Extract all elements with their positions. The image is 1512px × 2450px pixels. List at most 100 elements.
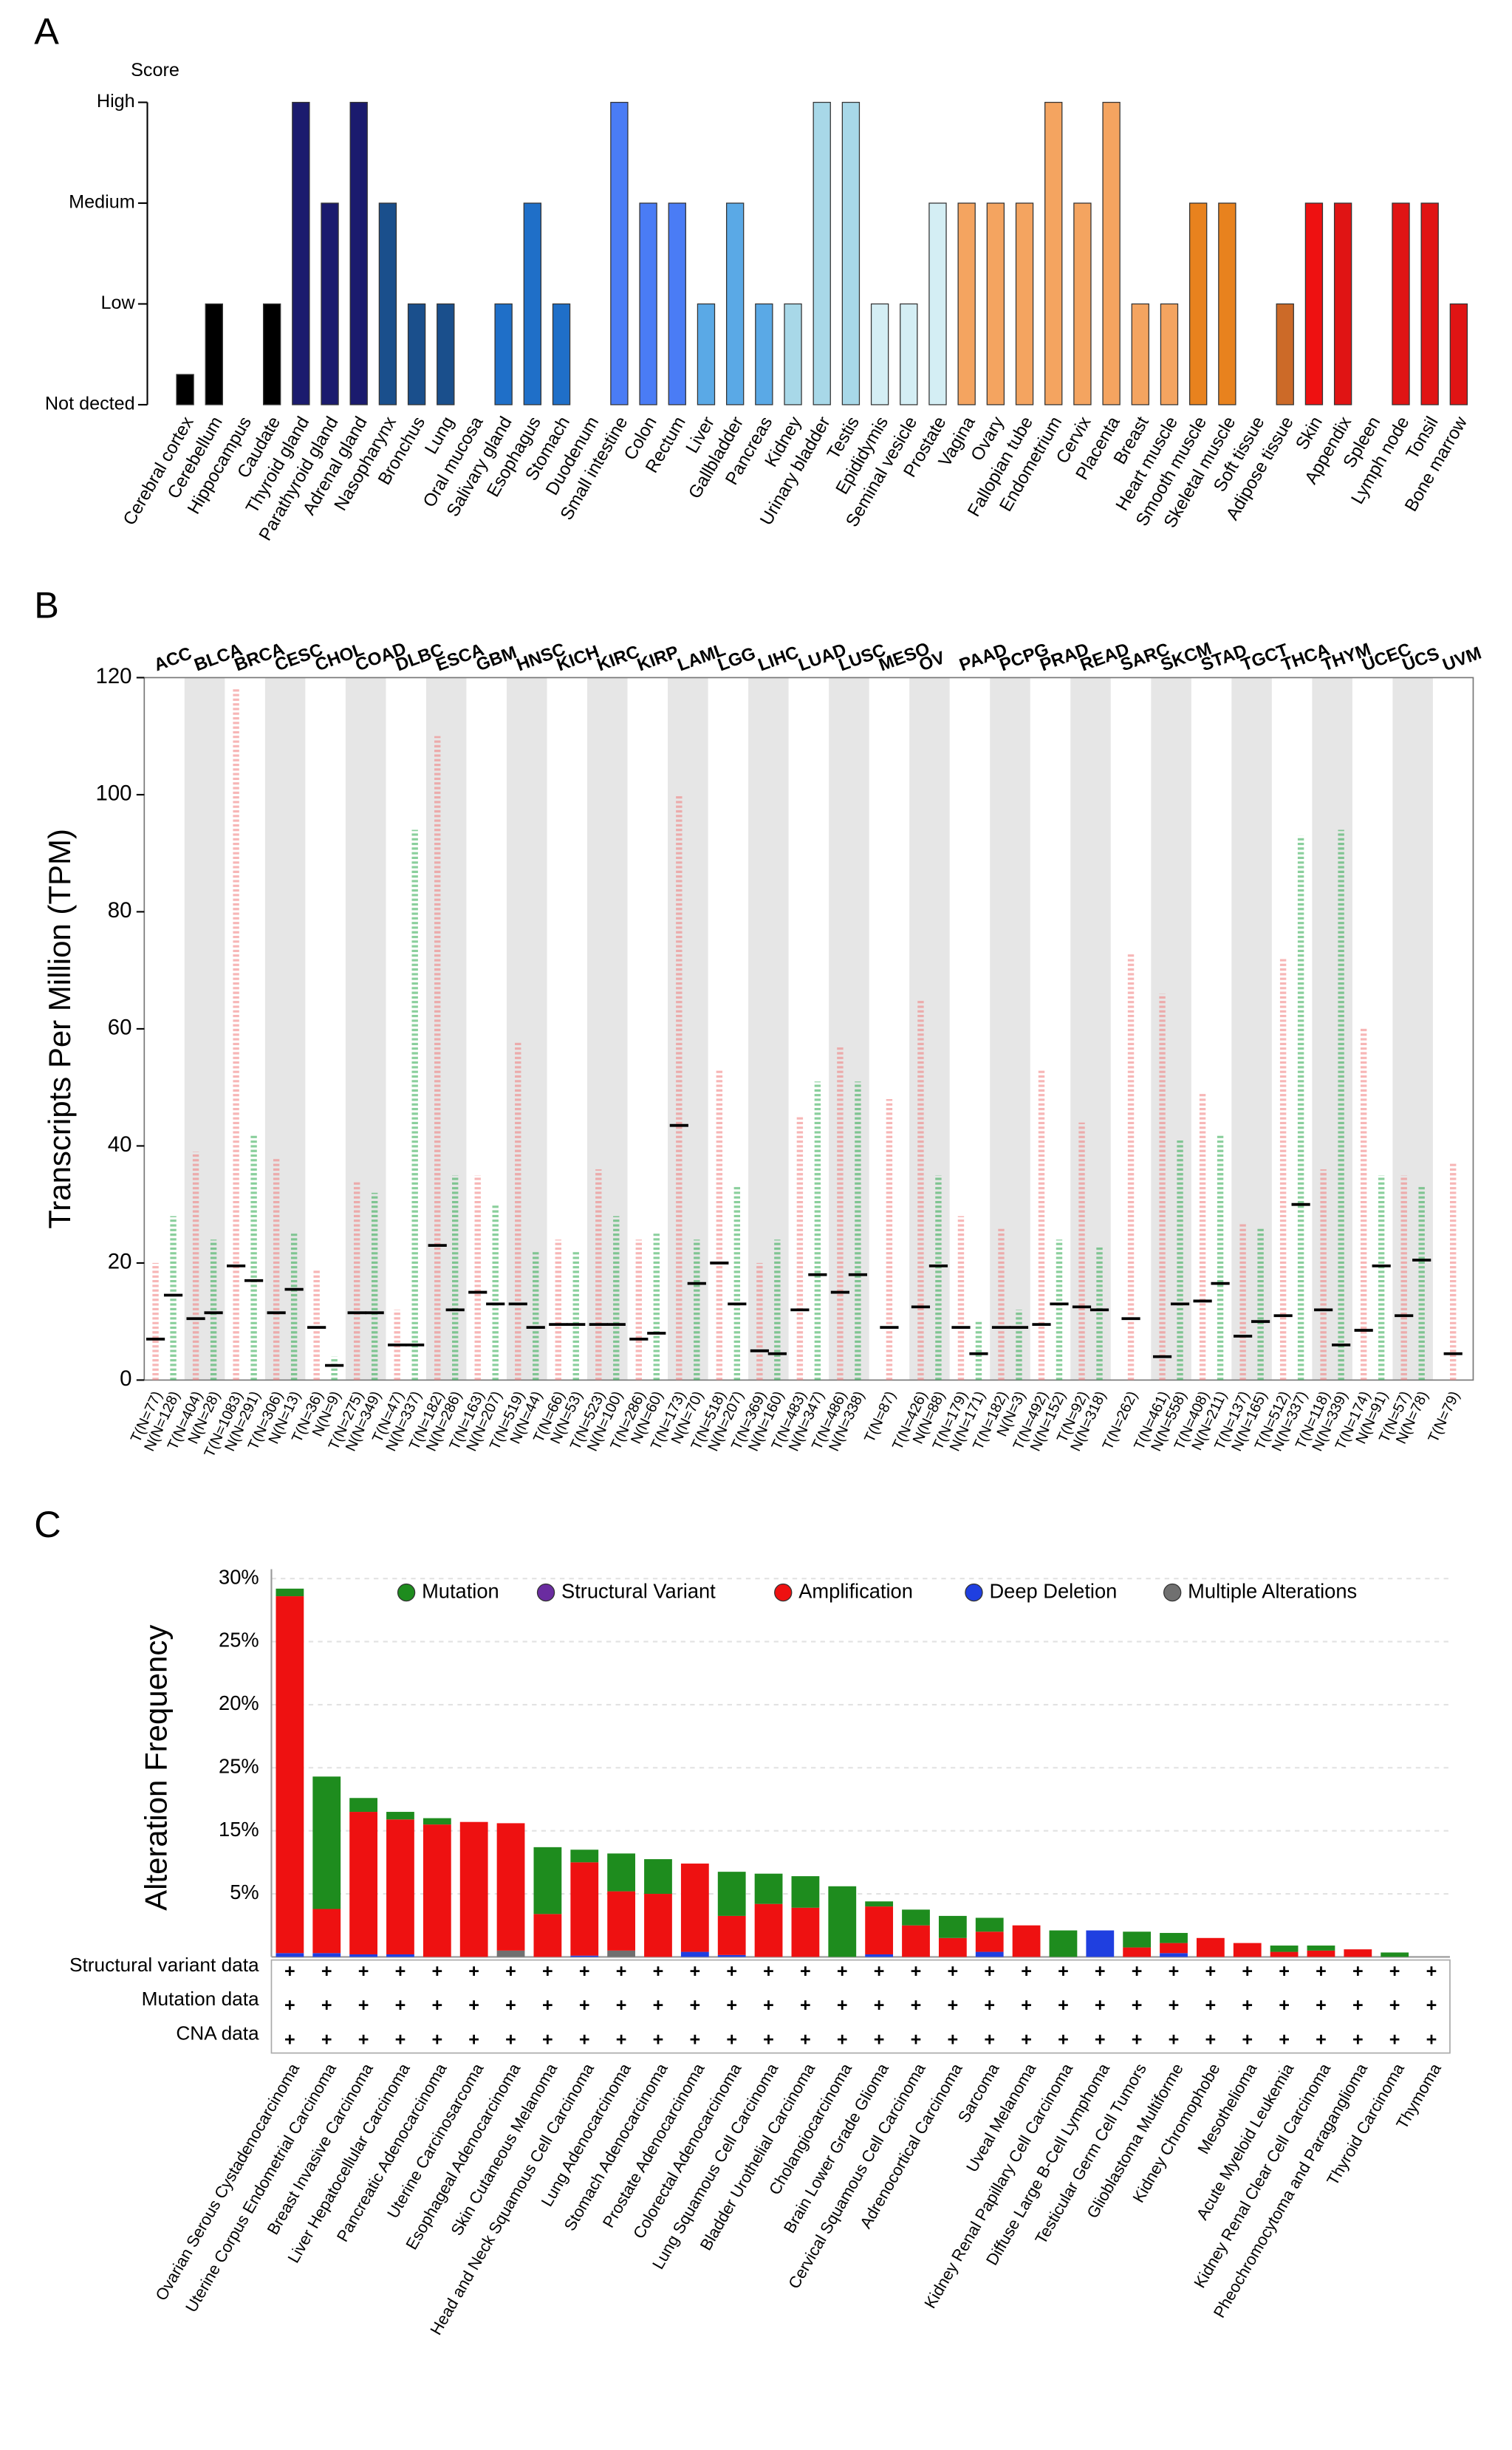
bar-segment xyxy=(607,1891,636,1951)
profile-mark: + xyxy=(284,1961,295,1982)
bar-segment xyxy=(386,1819,414,1954)
profile-mark: + xyxy=(911,1961,922,1982)
profile-mark: + xyxy=(726,1995,737,2016)
profile-mark: + xyxy=(395,1961,406,1982)
profile-mark: + xyxy=(1169,2029,1180,2050)
legend-swatch xyxy=(536,1583,555,1602)
band-shade xyxy=(184,677,225,1380)
y-tick-label: 0 xyxy=(120,1366,131,1391)
bar xyxy=(610,101,629,406)
bar-segment xyxy=(865,1954,894,1957)
profile-mark: + xyxy=(874,2029,885,2050)
y-tick-label: 20 xyxy=(108,1250,132,1274)
bar xyxy=(1449,303,1468,406)
bar-segment xyxy=(570,1955,599,1957)
bar-segment xyxy=(791,1907,820,1957)
band-shade xyxy=(990,677,1030,1380)
bar xyxy=(928,202,947,406)
profile-mark: + xyxy=(1095,2029,1106,2050)
profile-mark: + xyxy=(947,2029,958,2050)
bar-segment xyxy=(717,1872,746,1916)
bar-segment xyxy=(644,1859,672,1895)
bar-segment xyxy=(1233,1943,1262,1957)
profile-mark: + xyxy=(579,2029,590,2050)
bar xyxy=(755,303,773,406)
profile-mark: + xyxy=(505,1995,516,2016)
bar-segment xyxy=(644,1894,672,1957)
bar-segment xyxy=(1012,1925,1041,1957)
profile-mark: + xyxy=(431,2029,442,2050)
profile-mark: + xyxy=(468,1961,479,1982)
profile-mark: + xyxy=(800,1961,811,1982)
y-tick-label: 60 xyxy=(108,1016,132,1040)
profile-mark: + xyxy=(837,1995,848,2016)
panel-letter: C xyxy=(34,1503,61,1545)
bar xyxy=(784,303,802,406)
band-shade xyxy=(425,677,467,1380)
group-label: UVM xyxy=(1440,643,1485,676)
bar xyxy=(841,101,861,406)
bar xyxy=(1276,303,1294,406)
bar-segment xyxy=(1381,1952,1409,1957)
profile-mark: + xyxy=(1021,1995,1032,2016)
bar-segment xyxy=(276,1596,304,1954)
bar xyxy=(262,303,281,406)
bar xyxy=(349,101,368,406)
bar xyxy=(957,202,976,406)
bar xyxy=(378,202,397,406)
profile-mark: + xyxy=(947,1995,958,2016)
y-tick-label: 20% xyxy=(219,1691,259,1714)
y-tick-label: 40 xyxy=(108,1132,132,1157)
profile-mark: + xyxy=(1316,2029,1327,2050)
profile-mark: + xyxy=(358,1961,369,1982)
y-tick-label: 25% xyxy=(219,1754,259,1777)
band-shade xyxy=(1231,677,1272,1380)
bar-segment xyxy=(607,1950,636,1957)
profile-mark: + xyxy=(1426,1961,1437,1982)
profile-mark: + xyxy=(579,1961,590,1982)
bar-segment xyxy=(902,1925,930,1957)
bar-segment xyxy=(570,1862,599,1956)
profile-mark: + xyxy=(1242,2029,1253,2050)
bar xyxy=(552,303,571,406)
profile-mark: + xyxy=(1058,1961,1069,1982)
bar-segment xyxy=(607,1853,636,1892)
bar-segment xyxy=(1307,1946,1335,1951)
profile-mark: + xyxy=(616,2029,627,2050)
profile-mark: + xyxy=(1058,2029,1069,2050)
profile-mark: + xyxy=(763,1995,774,2016)
bar-segment xyxy=(1160,1953,1188,1957)
profile-mark: + xyxy=(689,2029,700,2050)
profile-mark: + xyxy=(542,1961,553,1982)
band-shade xyxy=(587,677,628,1380)
legend-swatch xyxy=(965,1583,983,1602)
profile-mark: + xyxy=(1205,1961,1217,1982)
profile-row-label: Mutation data xyxy=(142,1988,259,2010)
profile-mark: + xyxy=(1169,1995,1180,2016)
y-tick-label: Medium xyxy=(69,192,135,213)
bar-segment xyxy=(680,1864,709,1952)
bar-segment xyxy=(1196,1937,1225,1957)
legend-label: Mutation xyxy=(422,1579,499,1602)
bar-segment xyxy=(717,1915,746,1955)
band-shade xyxy=(506,677,547,1380)
profile-mark: + xyxy=(1058,1995,1069,2016)
legend-label: Deep Deletion xyxy=(989,1579,1117,1602)
panel-letter: A xyxy=(34,10,59,52)
bar-segment xyxy=(533,1914,562,1957)
profile-mark: + xyxy=(468,1995,479,2016)
y-tick-label: 5% xyxy=(230,1881,259,1903)
profile-mark: + xyxy=(1316,1995,1327,2016)
y-tick-label: Low xyxy=(100,292,135,313)
profile-mark: + xyxy=(1095,1995,1106,2016)
band-shade xyxy=(909,677,950,1380)
profile-mark: + xyxy=(505,1961,516,1982)
bar-segment xyxy=(276,1588,304,1597)
profile-mark: + xyxy=(984,1995,995,2016)
profile-mark: + xyxy=(468,2029,479,2050)
bar xyxy=(205,303,223,406)
profile-mark: + xyxy=(395,1995,406,2016)
profile-mark: + xyxy=(1242,1961,1253,1982)
bar-segment xyxy=(865,1901,894,1907)
bar xyxy=(725,202,745,406)
